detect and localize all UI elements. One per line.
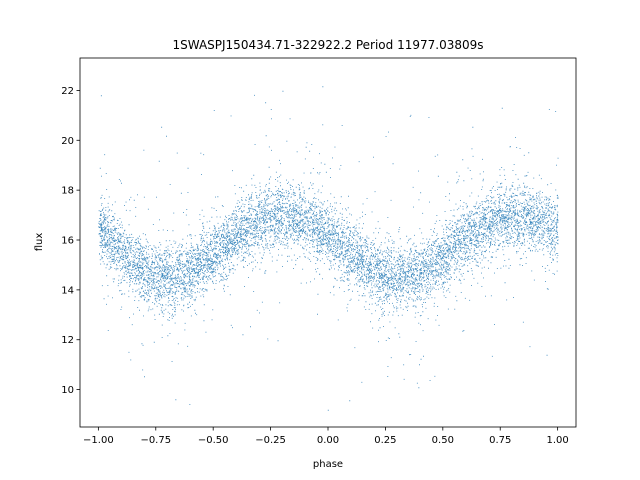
y-axis: 10 12 14 16 18 20 22 bbox=[61, 86, 80, 396]
y-tick-label: 18 bbox=[61, 186, 74, 197]
x-tick-label: −0.50 bbox=[198, 435, 229, 446]
x-tick-label: 0.50 bbox=[432, 435, 454, 446]
x-tick-label: −1.00 bbox=[83, 435, 114, 446]
chart-title: 1SWASPJ150434.71-322922.2 Period 11977.0… bbox=[172, 38, 483, 52]
x-tick-label: 1.00 bbox=[546, 435, 568, 446]
y-tick-label: 16 bbox=[61, 236, 74, 247]
x-tick-label: 0.00 bbox=[317, 435, 339, 446]
x-tick-label: −0.75 bbox=[140, 435, 171, 446]
y-tick-label: 12 bbox=[61, 335, 74, 346]
x-tick-label: −0.25 bbox=[255, 435, 286, 446]
data-points bbox=[98, 86, 559, 411]
x-tick-label: 0.75 bbox=[489, 435, 511, 446]
y-tick-label: 20 bbox=[61, 136, 74, 147]
y-tick-label: 10 bbox=[61, 385, 74, 396]
y-tick-label: 22 bbox=[61, 86, 74, 97]
x-axis: −1.00 −0.75 −0.50 −0.25 0.00 0.25 0.50 0.75 1.00 bbox=[83, 427, 569, 446]
x-axis-label: phase bbox=[313, 459, 343, 470]
points-layer bbox=[98, 86, 559, 411]
x-tick-label: 0.25 bbox=[374, 435, 396, 446]
y-tick-label: 14 bbox=[61, 285, 74, 296]
y-axis-label: flux bbox=[34, 233, 45, 252]
